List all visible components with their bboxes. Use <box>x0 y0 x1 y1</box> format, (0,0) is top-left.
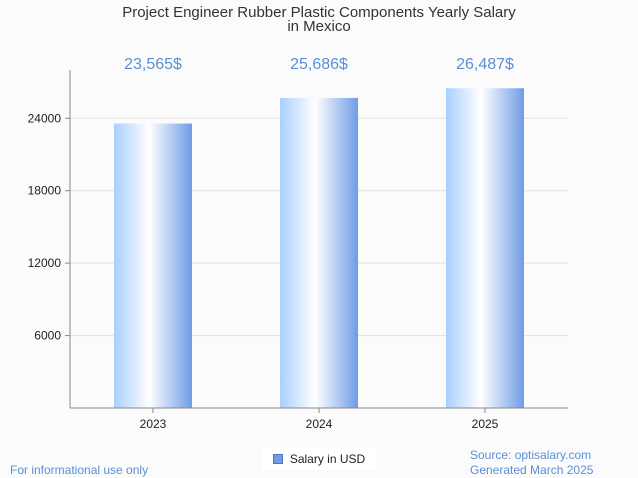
bar-2024 <box>280 97 358 408</box>
legend: Salary in USD <box>262 448 376 470</box>
x-tick-label: 2023 <box>140 417 167 431</box>
chart-title-line-1: Project Engineer Rubber Plastic Componen… <box>122 4 516 21</box>
y-tick-label: 12000 <box>28 256 62 270</box>
data-label: 26,487$ <box>456 56 514 73</box>
data-label: 25,686$ <box>290 56 348 73</box>
chart-title-line-2: in Mexico <box>287 18 351 35</box>
bar-2023 <box>114 123 192 408</box>
legend-swatch-icon <box>272 454 283 464</box>
generated-text: Generated March 2025 <box>470 463 594 477</box>
bar-2025 <box>446 88 524 408</box>
disclaimer-text: For informational use only <box>10 463 149 477</box>
y-tick-label: 6000 <box>34 329 61 343</box>
x-tick-label: 2025 <box>472 417 499 431</box>
data-label: 23,565$ <box>124 56 182 73</box>
y-tick-label: 24000 <box>28 111 62 125</box>
legend-label: Salary in USD <box>289 452 366 466</box>
source-text: Source: optisalary.com <box>470 448 592 462</box>
x-tick-label: 2024 <box>306 417 333 431</box>
y-tick-label: 18000 <box>28 184 62 198</box>
